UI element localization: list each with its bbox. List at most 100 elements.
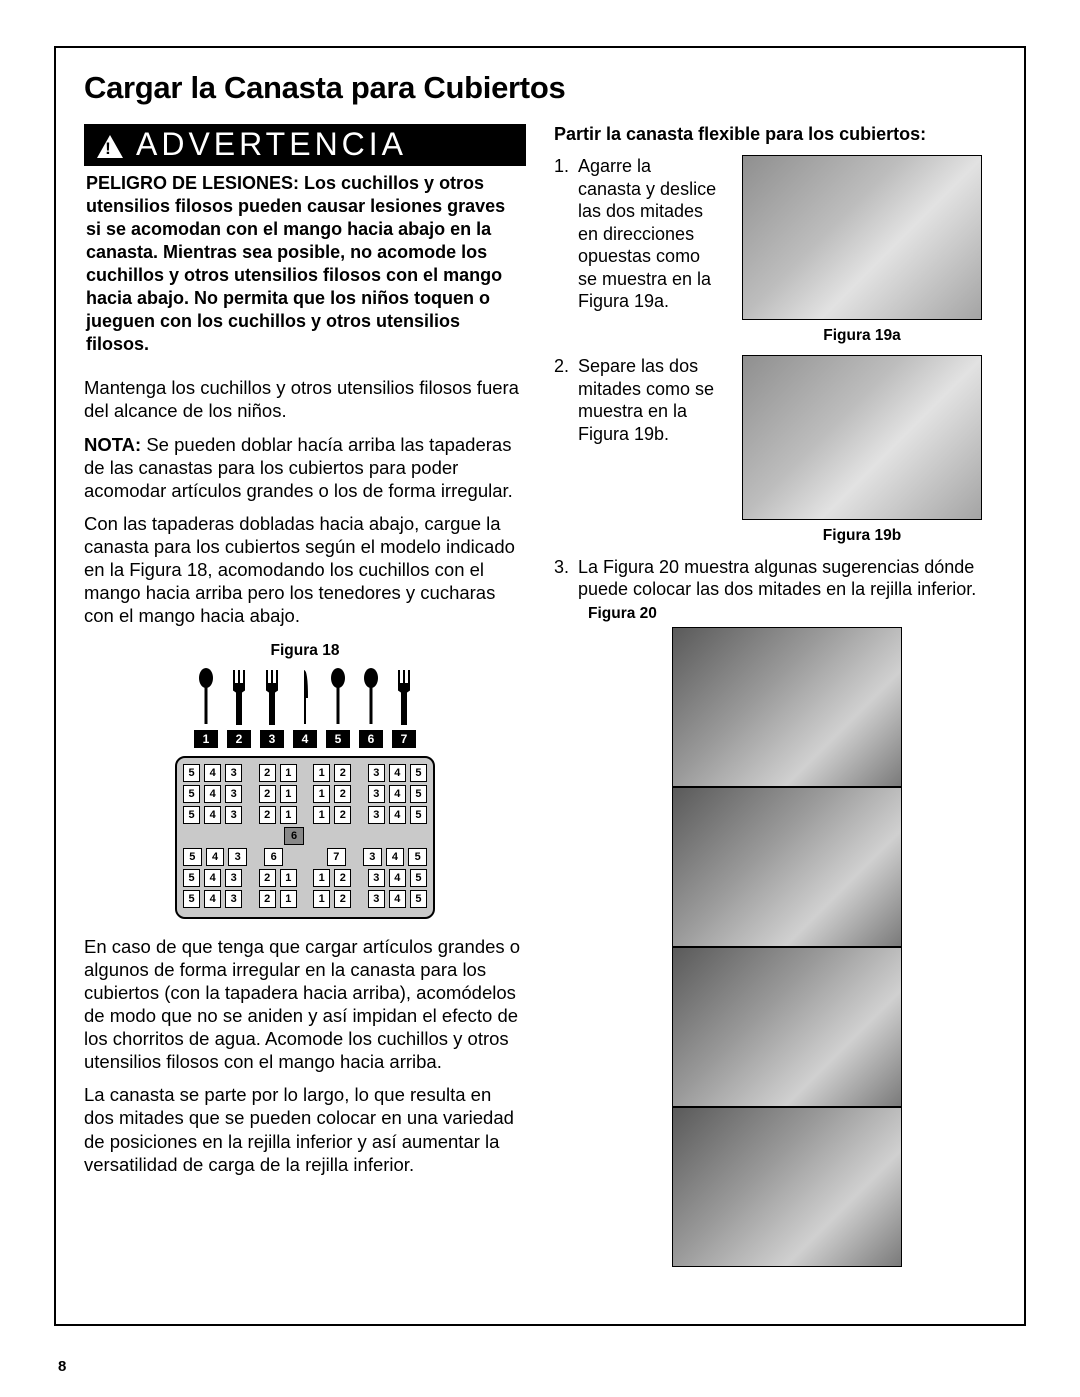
grid-cell: 5: [183, 785, 200, 803]
warning-triangle-icon: !: [96, 132, 124, 157]
grid-cell: 2: [334, 785, 351, 803]
grid-cell: 2: [334, 806, 351, 824]
grid-cell: 4: [386, 848, 405, 866]
grid-cell: 1: [280, 890, 297, 908]
grid-cell: 5: [410, 785, 427, 803]
utensil-number: 4: [293, 730, 317, 748]
grid-cell: 6: [284, 827, 304, 845]
grid-cell: 2: [259, 890, 276, 908]
grid-cell: 3: [368, 869, 385, 887]
grid-cell: 1: [280, 806, 297, 824]
left-paragraph-4: En caso de que tenga que cargar artículo…: [84, 935, 526, 1074]
grid-cell: 5: [183, 764, 200, 782]
right-heading: Partir la canasta flexible para los cubi…: [554, 124, 996, 145]
grid-row: 54367345: [183, 848, 427, 866]
warning-box: ! ADVERTENCIA PELIGRO DE LESIONES: Los c…: [84, 124, 526, 366]
grid-cell: 3: [368, 764, 385, 782]
grid-cell: 1: [280, 869, 297, 887]
figure-19b-image: [742, 355, 982, 520]
grid-cell: 1: [313, 890, 330, 908]
fork-icon: [227, 668, 251, 726]
left-paragraph-1: Mantenga los cuchillos y otros utensilio…: [84, 376, 526, 422]
grid-cell: 4: [204, 806, 221, 824]
right-column: Partir la canasta flexible para los cubi…: [554, 124, 996, 1277]
warning-label: ADVERTENCIA: [136, 128, 407, 160]
grid-cell: 2: [259, 869, 276, 887]
grid-cell: 7: [327, 848, 346, 866]
grid-cell: 3: [225, 869, 242, 887]
grid-cell: 3: [368, 806, 385, 824]
grid-cell: 5: [183, 806, 200, 824]
grid-cell: 4: [389, 785, 406, 803]
grid-cell: 5: [410, 764, 427, 782]
content-frame: Cargar la Canasta para Cubiertos ! ADVER…: [54, 46, 1026, 1326]
nota-rest: Se pueden doblar hacía arriba las tapade…: [84, 434, 513, 501]
grid-cell: 2: [259, 806, 276, 824]
grid-cell: 4: [204, 785, 221, 803]
figure-20-stack: [578, 627, 996, 1267]
knife-icon: [293, 668, 317, 726]
figure-19b-label: Figura 19b: [823, 526, 901, 545]
grid-cell: 5: [410, 890, 427, 908]
page-title: Cargar la Canasta para Cubiertos: [84, 70, 996, 106]
grid-cell: 2: [334, 890, 351, 908]
utensil-number: 5: [326, 730, 350, 748]
grid-cell: 4: [204, 764, 221, 782]
left-paragraph-5: La canasta se parte por lo largo, lo que…: [84, 1083, 526, 1176]
grid-cell: 3: [225, 890, 242, 908]
steps-list: Agarre la canasta y deslice las dos mita…: [554, 155, 996, 1267]
grid-cell: 4: [204, 869, 221, 887]
grid-row: 5432112345: [183, 869, 427, 887]
step-1: Agarre la canasta y deslice las dos mita…: [554, 155, 996, 345]
grid-cell: 1: [280, 764, 297, 782]
grid-cell: 5: [183, 848, 202, 866]
spoon-icon: [359, 668, 383, 726]
grid-cell: 1: [313, 869, 330, 887]
grid-cell: 4: [206, 848, 225, 866]
utensil-number: 3: [260, 730, 284, 748]
grid-mid-row: 6: [183, 827, 427, 845]
fork-icon: [260, 668, 284, 726]
utensil-number: 2: [227, 730, 251, 748]
figure-20-image-2: [672, 787, 902, 947]
step-2-text: Separe las dos mitades como se muestra e…: [578, 355, 718, 545]
utensil-number: 7: [392, 730, 416, 748]
grid-cell: 5: [410, 806, 427, 824]
utensil-number-row: 1234567: [175, 730, 435, 748]
grid-cell: 3: [228, 848, 247, 866]
utensil-number: 1: [194, 730, 218, 748]
grid-cell: 1: [313, 764, 330, 782]
grid-cell: 3: [368, 890, 385, 908]
grid-cell: 2: [259, 785, 276, 803]
grid-cell: 3: [225, 764, 242, 782]
left-paragraph-3: Con las tapaderas dobladas hacia abajo, …: [84, 512, 526, 628]
grid-row: 5432112345: [183, 806, 427, 824]
grid-cell: 2: [334, 869, 351, 887]
step-1-text: Agarre la canasta y deslice las dos mita…: [578, 155, 718, 345]
grid-cell: 4: [389, 806, 406, 824]
grid-cell: 2: [334, 764, 351, 782]
figure-18-diagram: 1234567 543211234554321123455432112345 6…: [175, 668, 435, 919]
grid-row: 5432112345: [183, 764, 427, 782]
figure-18-label: Figura 18: [84, 642, 526, 660]
grid-cell: 1: [280, 785, 297, 803]
utensil-silhouette-row: [175, 668, 435, 726]
grid-cell: 4: [204, 890, 221, 908]
spoon-icon: [326, 668, 350, 726]
two-column-layout: ! ADVERTENCIA PELIGRO DE LESIONES: Los c…: [84, 124, 996, 1277]
grid-cell: 1: [313, 785, 330, 803]
grid-cell: 6: [264, 848, 283, 866]
step-3-text: La Figura 20 muestra algunas sugerencias…: [578, 557, 976, 600]
basket-number-grid: 543211234554321123455432112345 6 5436734…: [175, 756, 435, 919]
left-paragraph-2: NOTA: Se pueden doblar hacía arriba las …: [84, 433, 526, 502]
fork-icon: [392, 668, 416, 726]
grid-row: 5432112345: [183, 890, 427, 908]
figure-20-image-1: [672, 627, 902, 787]
grid-cell: 4: [389, 869, 406, 887]
step-2: Separe las dos mitades como se muestra e…: [554, 355, 996, 545]
spoon-icon: [194, 668, 218, 726]
nota-label: NOTA:: [84, 434, 141, 455]
warning-body: PELIGRO DE LESIONES: Los cuchillos y otr…: [84, 166, 526, 366]
grid-cell: 4: [389, 890, 406, 908]
page-number: 8: [58, 1358, 66, 1375]
